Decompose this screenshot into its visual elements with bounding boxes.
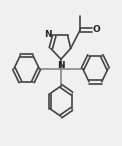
Text: N: N [45, 30, 52, 39]
Text: O: O [92, 25, 100, 34]
Text: N: N [57, 61, 65, 70]
